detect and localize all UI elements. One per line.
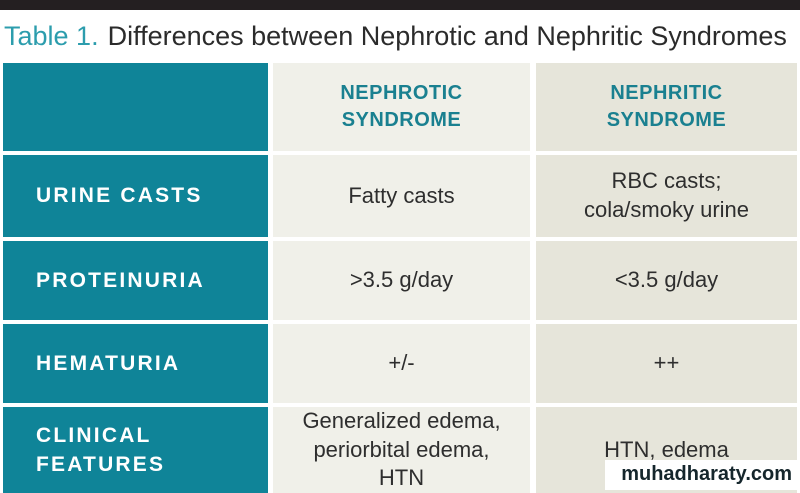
cell-value: +/- [388,350,415,376]
corner-cell [3,63,268,151]
watermark-text: muhadharaty.com [605,460,800,490]
column-header-nephrotic-line1: NEPHROTIC [340,82,463,104]
row-header-cell: URINE CASTS [3,155,268,237]
table-row-urine-casts: URINE CASTS Fatty casts RBC casts; cola/… [3,155,797,237]
column-header-nephrotic-line2: SYNDROME [341,109,462,131]
cell-value: >3.5 g/day [349,267,454,293]
cell-nephritic: ++ [536,324,797,403]
cell-value: Fatty casts [348,182,455,208]
column-header-nephrotic: NEPHROTIC SYNDROME [273,63,530,151]
cell-nephritic: <3.5 g/day [536,241,797,320]
cell-nephritic: RBC casts; cola/smoky urine [536,155,797,237]
table-header-row: NEPHROTIC SYNDROME NEPHRITIC SYNDROME [3,63,797,151]
row-header-label: URINE CASTS [36,184,203,208]
cell-nephrotic: Fatty casts [273,155,530,237]
row-header-label: HEMATURIA [36,351,181,375]
cell-value: RBC casts; cola/smoky urine [583,168,750,222]
column-header-nephritic: NEPHRITIC SYNDROME [536,63,797,151]
table-caption-text: Differences between Nephrotic and Nephri… [107,21,787,51]
row-header-cell: CLINICAL FEATURES [3,407,268,493]
table-row-proteinuria: PROTEINURIA >3.5 g/day <3.5 g/day [3,241,797,320]
row-header-label: CLINICAL FEATURES [36,423,166,476]
column-header-nephritic-line2: SYNDROME [606,109,727,131]
table-caption-number: Table 1. [4,21,99,51]
table-row-hematuria: HEMATURIA +/- ++ [3,324,797,403]
row-header-cell: HEMATURIA [3,324,268,403]
cell-value: HTN, edema [604,436,729,462]
top-border-bar [0,0,800,10]
row-header-label: PROTEINURIA [36,268,205,292]
row-header-cell: PROTEINURIA [3,241,268,320]
cell-nephrotic: Generalized edema, periorbital edema, HT… [273,407,530,493]
column-header-nephritic-line1: NEPHRITIC [610,82,723,104]
cell-value: Generalized edema, periorbital edema, HT… [302,408,501,491]
cell-value: <3.5 g/day [614,267,719,293]
cell-nephrotic: +/- [273,324,530,403]
cell-value: ++ [653,350,680,376]
comparison-table: NEPHROTIC SYNDROME NEPHRITIC SYNDROME UR… [0,63,800,493]
table-caption: Table 1. Differences between Nephrotic a… [0,10,800,63]
cell-nephrotic: >3.5 g/day [273,241,530,320]
